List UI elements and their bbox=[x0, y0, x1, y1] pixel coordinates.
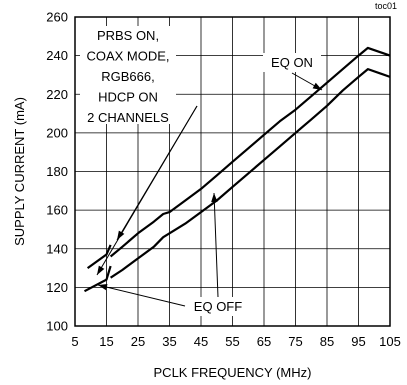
x-tick-label: 35 bbox=[162, 334, 176, 349]
eq-on-label: EQ ON bbox=[271, 55, 313, 70]
plot-frame bbox=[74, 16, 391, 327]
series-line-eq-off bbox=[83, 265, 112, 293]
conditions-leader-b-arrowhead bbox=[97, 265, 105, 275]
y-tick-label: 120 bbox=[46, 280, 68, 295]
y-tick-label: 180 bbox=[46, 164, 68, 179]
y-tick-label: 160 bbox=[46, 203, 68, 218]
conditions-line: HDCP ON bbox=[98, 90, 158, 105]
y-tick-label: 260 bbox=[46, 10, 68, 25]
x-tick-label: 25 bbox=[131, 334, 145, 349]
x-tick-label: 75 bbox=[288, 334, 302, 349]
y-axis-title: SUPPLY CURRENT (mA) bbox=[12, 97, 27, 246]
eq-on-label-background bbox=[263, 53, 321, 72]
series-layer bbox=[83, 46, 391, 293]
eq-off-leader-left-line bbox=[97, 284, 186, 307]
eq-off-leader-line bbox=[213, 192, 219, 298]
conditions-line: COAX MODE, bbox=[86, 49, 169, 64]
conditions-annotation: PRBS ON, COAX MODE, RGB666, HDCP ON 2 CHANNE… bbox=[86, 28, 169, 125]
x-tick-label: 15 bbox=[99, 334, 113, 349]
y-tick-label: 240 bbox=[46, 48, 68, 63]
conditions-line: 2 CHANNELS bbox=[87, 110, 169, 125]
series-line-eq-on bbox=[109, 46, 391, 258]
conditions-line: PRBS ON, bbox=[97, 28, 159, 43]
corner-label: toc01 bbox=[375, 1, 397, 11]
x-tick-label: 95 bbox=[351, 334, 365, 349]
tick-labels: 5 15 25 35 45 55 65 75 85 95 105 100 120 140 160 180 200… bbox=[46, 10, 401, 350]
x-tick-label: 85 bbox=[320, 334, 334, 349]
y-tick-label: 140 bbox=[46, 241, 68, 256]
annotation-leaders bbox=[96, 72, 323, 307]
x-tick-label: 55 bbox=[225, 334, 239, 349]
x-tick-label: 65 bbox=[257, 334, 271, 349]
series-line-eq-on bbox=[86, 244, 112, 269]
eq-off-leader-left-arrowhead bbox=[98, 284, 108, 291]
eq-off-leader-arrowhead bbox=[211, 193, 218, 203]
eq-off-label-background bbox=[184, 297, 252, 316]
eq-on-leader-arrowhead bbox=[312, 82, 322, 90]
x-tick-label: 45 bbox=[194, 334, 208, 349]
x-tick-label: 105 bbox=[379, 334, 401, 349]
conditions-line: RGB666, bbox=[101, 69, 154, 84]
conditions-leader-b-line bbox=[96, 105, 198, 276]
x-tick-label: 5 bbox=[71, 334, 78, 349]
x-axis-title: PCLK FREQUENCY (MHz) bbox=[154, 365, 312, 380]
y-tick-label: 200 bbox=[46, 125, 68, 140]
y-tick-label: 100 bbox=[46, 319, 68, 334]
eq-off-label: EQ OFF bbox=[194, 299, 242, 314]
y-tick-label: 220 bbox=[46, 87, 68, 102]
series-line-eq-off bbox=[109, 68, 391, 279]
conditions-label-background bbox=[80, 26, 176, 124]
